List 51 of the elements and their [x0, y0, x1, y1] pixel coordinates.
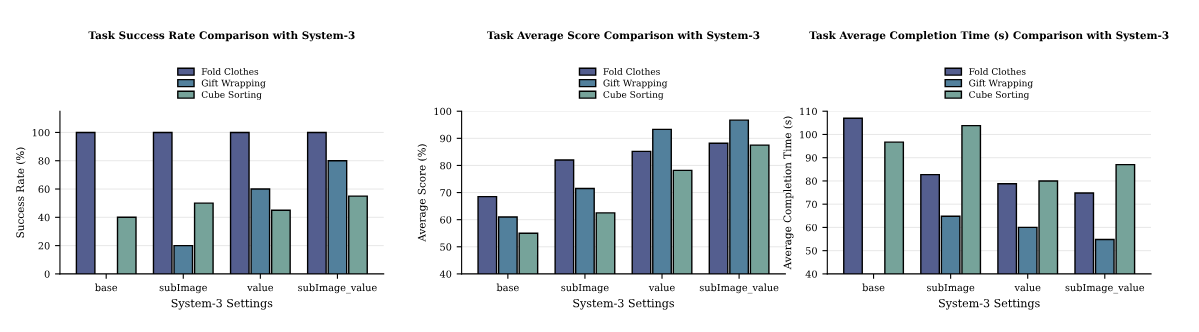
y-tick-label: 20: [38, 242, 50, 250]
x-axis-title: System-3 Settings: [939, 298, 1040, 310]
legend-label: Cube Sorting: [603, 90, 664, 100]
legend-label: Fold Clothes: [603, 67, 660, 75]
y-tick-label: 80: [440, 161, 452, 170]
y-tick-label: 100: [32, 128, 50, 137]
legend-label: Gift Wrapping: [603, 79, 668, 89]
x-tick-label: base: [95, 283, 118, 292]
x-tick-label: subImage_value: [699, 283, 779, 294]
legend-label: Cube Sorting: [969, 90, 1030, 100]
chart-title: Task Average Completion Time (s) Comparison with System-3: [809, 31, 1169, 42]
x-tick-label: subImage_value: [1065, 283, 1145, 294]
y-tick-label: 100: [434, 107, 452, 116]
x-axis-title: System-3 Settings: [171, 298, 273, 310]
y-axis-title: Success Rate (%): [16, 147, 26, 238]
x-tick-label: subImage_value: [298, 283, 377, 294]
x-tick-label: base: [862, 283, 885, 292]
y-tick-label: 100: [800, 130, 817, 139]
y-tick-label: 40: [439, 270, 452, 278]
y-tick-label: 40: [38, 213, 50, 222]
y-tick-label: 70: [806, 200, 817, 209]
legend-label: Cube Sorting: [201, 90, 262, 100]
y-tick-label: 90: [440, 134, 452, 143]
legend-label: Fold Clothes: [969, 67, 1026, 75]
chart-title: Task Success Rate Comparison with System-3: [88, 31, 355, 42]
y-tick-label: 60: [805, 223, 817, 232]
x-tick-label: subImage: [927, 283, 975, 294]
x-tick-label: value: [247, 283, 274, 292]
y-tick-label: 110: [800, 107, 817, 116]
x-tick-label: subImage: [561, 283, 609, 294]
x-tick-label: value: [1014, 283, 1041, 292]
y-tick-label: 0: [44, 270, 50, 278]
x-tick-label: subImage: [159, 283, 207, 294]
x-tick-label: value: [648, 283, 675, 292]
y-tick-label: 90: [805, 154, 817, 162]
y-tick-label: 70: [440, 189, 452, 197]
chart-title: Task Average Score Comparison with System-3: [487, 31, 760, 42]
y-tick-label: 50: [440, 243, 452, 251]
y-axis-title: Average Completion Time (s): [783, 116, 794, 270]
y-tick-label: 50: [806, 247, 817, 255]
y-tick-label: 80: [805, 177, 817, 185]
y-tick-label: 60: [38, 185, 50, 193]
y-axis-title: Average Score (%): [417, 144, 428, 242]
legend-label: Gift Wrapping: [969, 79, 1033, 89]
x-tick-label: base: [496, 283, 519, 292]
x-axis-title: System-3 Settings: [573, 298, 674, 310]
legend-label: Gift Wrapping: [201, 79, 266, 89]
legend-label: Fold Clothes: [201, 67, 259, 75]
y-tick-label: 80: [38, 157, 50, 165]
y-tick-label: 40: [805, 270, 817, 278]
y-tick-label: 60: [440, 216, 452, 224]
